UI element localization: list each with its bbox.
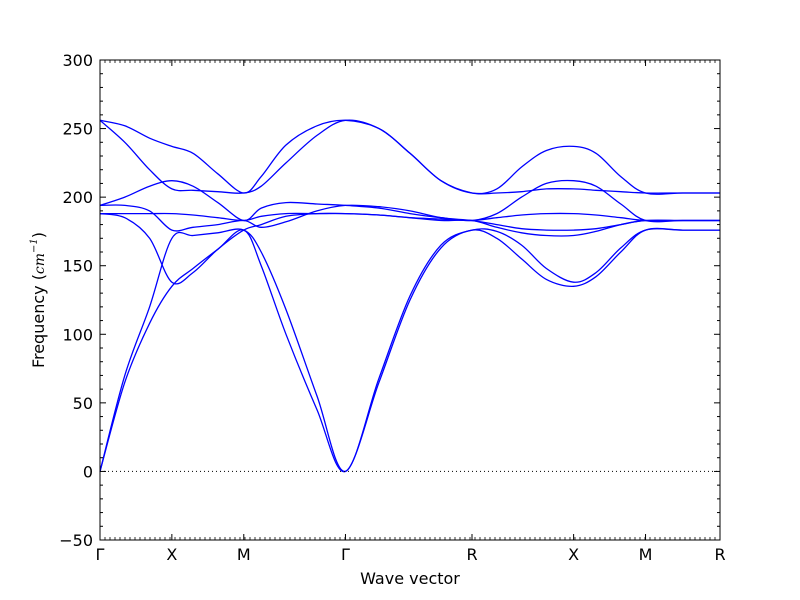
y-axis-ticks: −50 0 50 100 150 200 250 300 bbox=[59, 51, 720, 550]
x-tick-label: X bbox=[166, 545, 177, 564]
y-tick-label: 200 bbox=[62, 188, 93, 207]
band-line-6 bbox=[99, 179, 720, 223]
y-tick-label: 50 bbox=[73, 394, 93, 413]
y-axis-label-unit: cm bbox=[32, 253, 48, 274]
x-tick-label: Γ bbox=[96, 545, 105, 564]
y-axis-label-close: ) bbox=[29, 232, 48, 238]
y-axis-label-text: Frequency ( bbox=[29, 274, 48, 368]
y-axis-label-exponent: −1 bbox=[29, 238, 40, 253]
x-axis-label: Wave vector bbox=[360, 569, 460, 588]
y-tick-label: −50 bbox=[59, 531, 93, 550]
y-tick-label: 0 bbox=[83, 462, 93, 481]
x-tick-label: M bbox=[237, 545, 251, 564]
x-tick-label: X bbox=[568, 545, 579, 564]
x-tick-label: R bbox=[714, 545, 725, 564]
x-tick-label: M bbox=[639, 545, 653, 564]
y-tick-label: 100 bbox=[62, 325, 93, 344]
band-line-8 bbox=[99, 119, 720, 195]
plot-frame bbox=[99, 59, 721, 541]
x-tick-label: Γ bbox=[341, 545, 350, 564]
band-line-5 bbox=[99, 204, 720, 232]
band-line-1 bbox=[99, 227, 720, 473]
y-tick-label: 150 bbox=[62, 257, 93, 276]
x-tick-label: R bbox=[466, 545, 477, 564]
band-lines bbox=[99, 119, 720, 473]
band-line-7 bbox=[99, 119, 720, 195]
band-line-2 bbox=[99, 228, 720, 473]
band-line-4 bbox=[100, 212, 720, 222]
y-tick-label: 250 bbox=[62, 120, 93, 139]
y-tick-label: 300 bbox=[62, 51, 93, 70]
y-axis-label: Frequency (cm−1) bbox=[29, 232, 48, 368]
